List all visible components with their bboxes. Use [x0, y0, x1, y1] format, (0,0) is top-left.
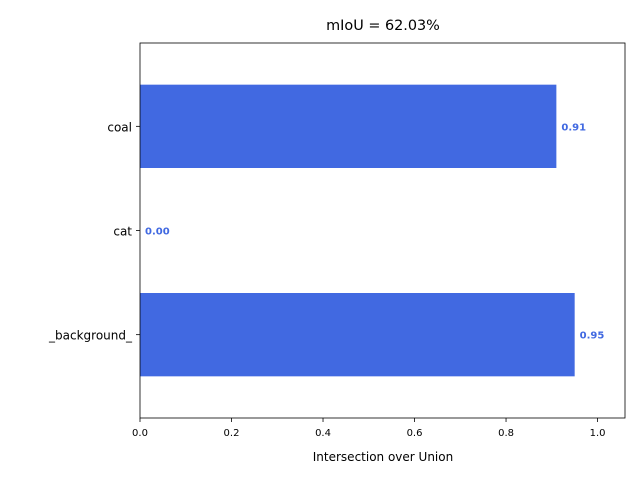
bars-group [140, 84, 575, 377]
y-tick-label: cat [113, 225, 132, 239]
value-label: 0.91 [561, 122, 586, 133]
x-tick-label: 0.0 [132, 428, 148, 439]
x-tick-label: 0.6 [407, 428, 423, 439]
x-tick-label: 0.4 [315, 428, 331, 439]
bar-coal [140, 84, 557, 168]
x-tick-label: 1.0 [590, 428, 606, 439]
x-tick-label: 0.8 [498, 428, 514, 439]
y-ticks-group: coal cat _background_ [48, 120, 140, 343]
value-label: 0.00 [145, 227, 170, 238]
value-label: 0.95 [580, 331, 605, 342]
x-axis-label: Intersection over Union [313, 450, 453, 464]
x-tick-label: 0.2 [224, 428, 240, 439]
y-tick-label: coal [107, 120, 132, 134]
value-labels-group: 0.91 0.00 0.95 [145, 122, 604, 341]
bar-background [140, 293, 575, 377]
y-tick-label: _background_ [48, 329, 133, 343]
chart-title: mIoU = 62.03% [326, 18, 440, 34]
x-ticks-group: 0.0 0.2 0.4 0.6 0.8 1.0 [132, 418, 606, 439]
